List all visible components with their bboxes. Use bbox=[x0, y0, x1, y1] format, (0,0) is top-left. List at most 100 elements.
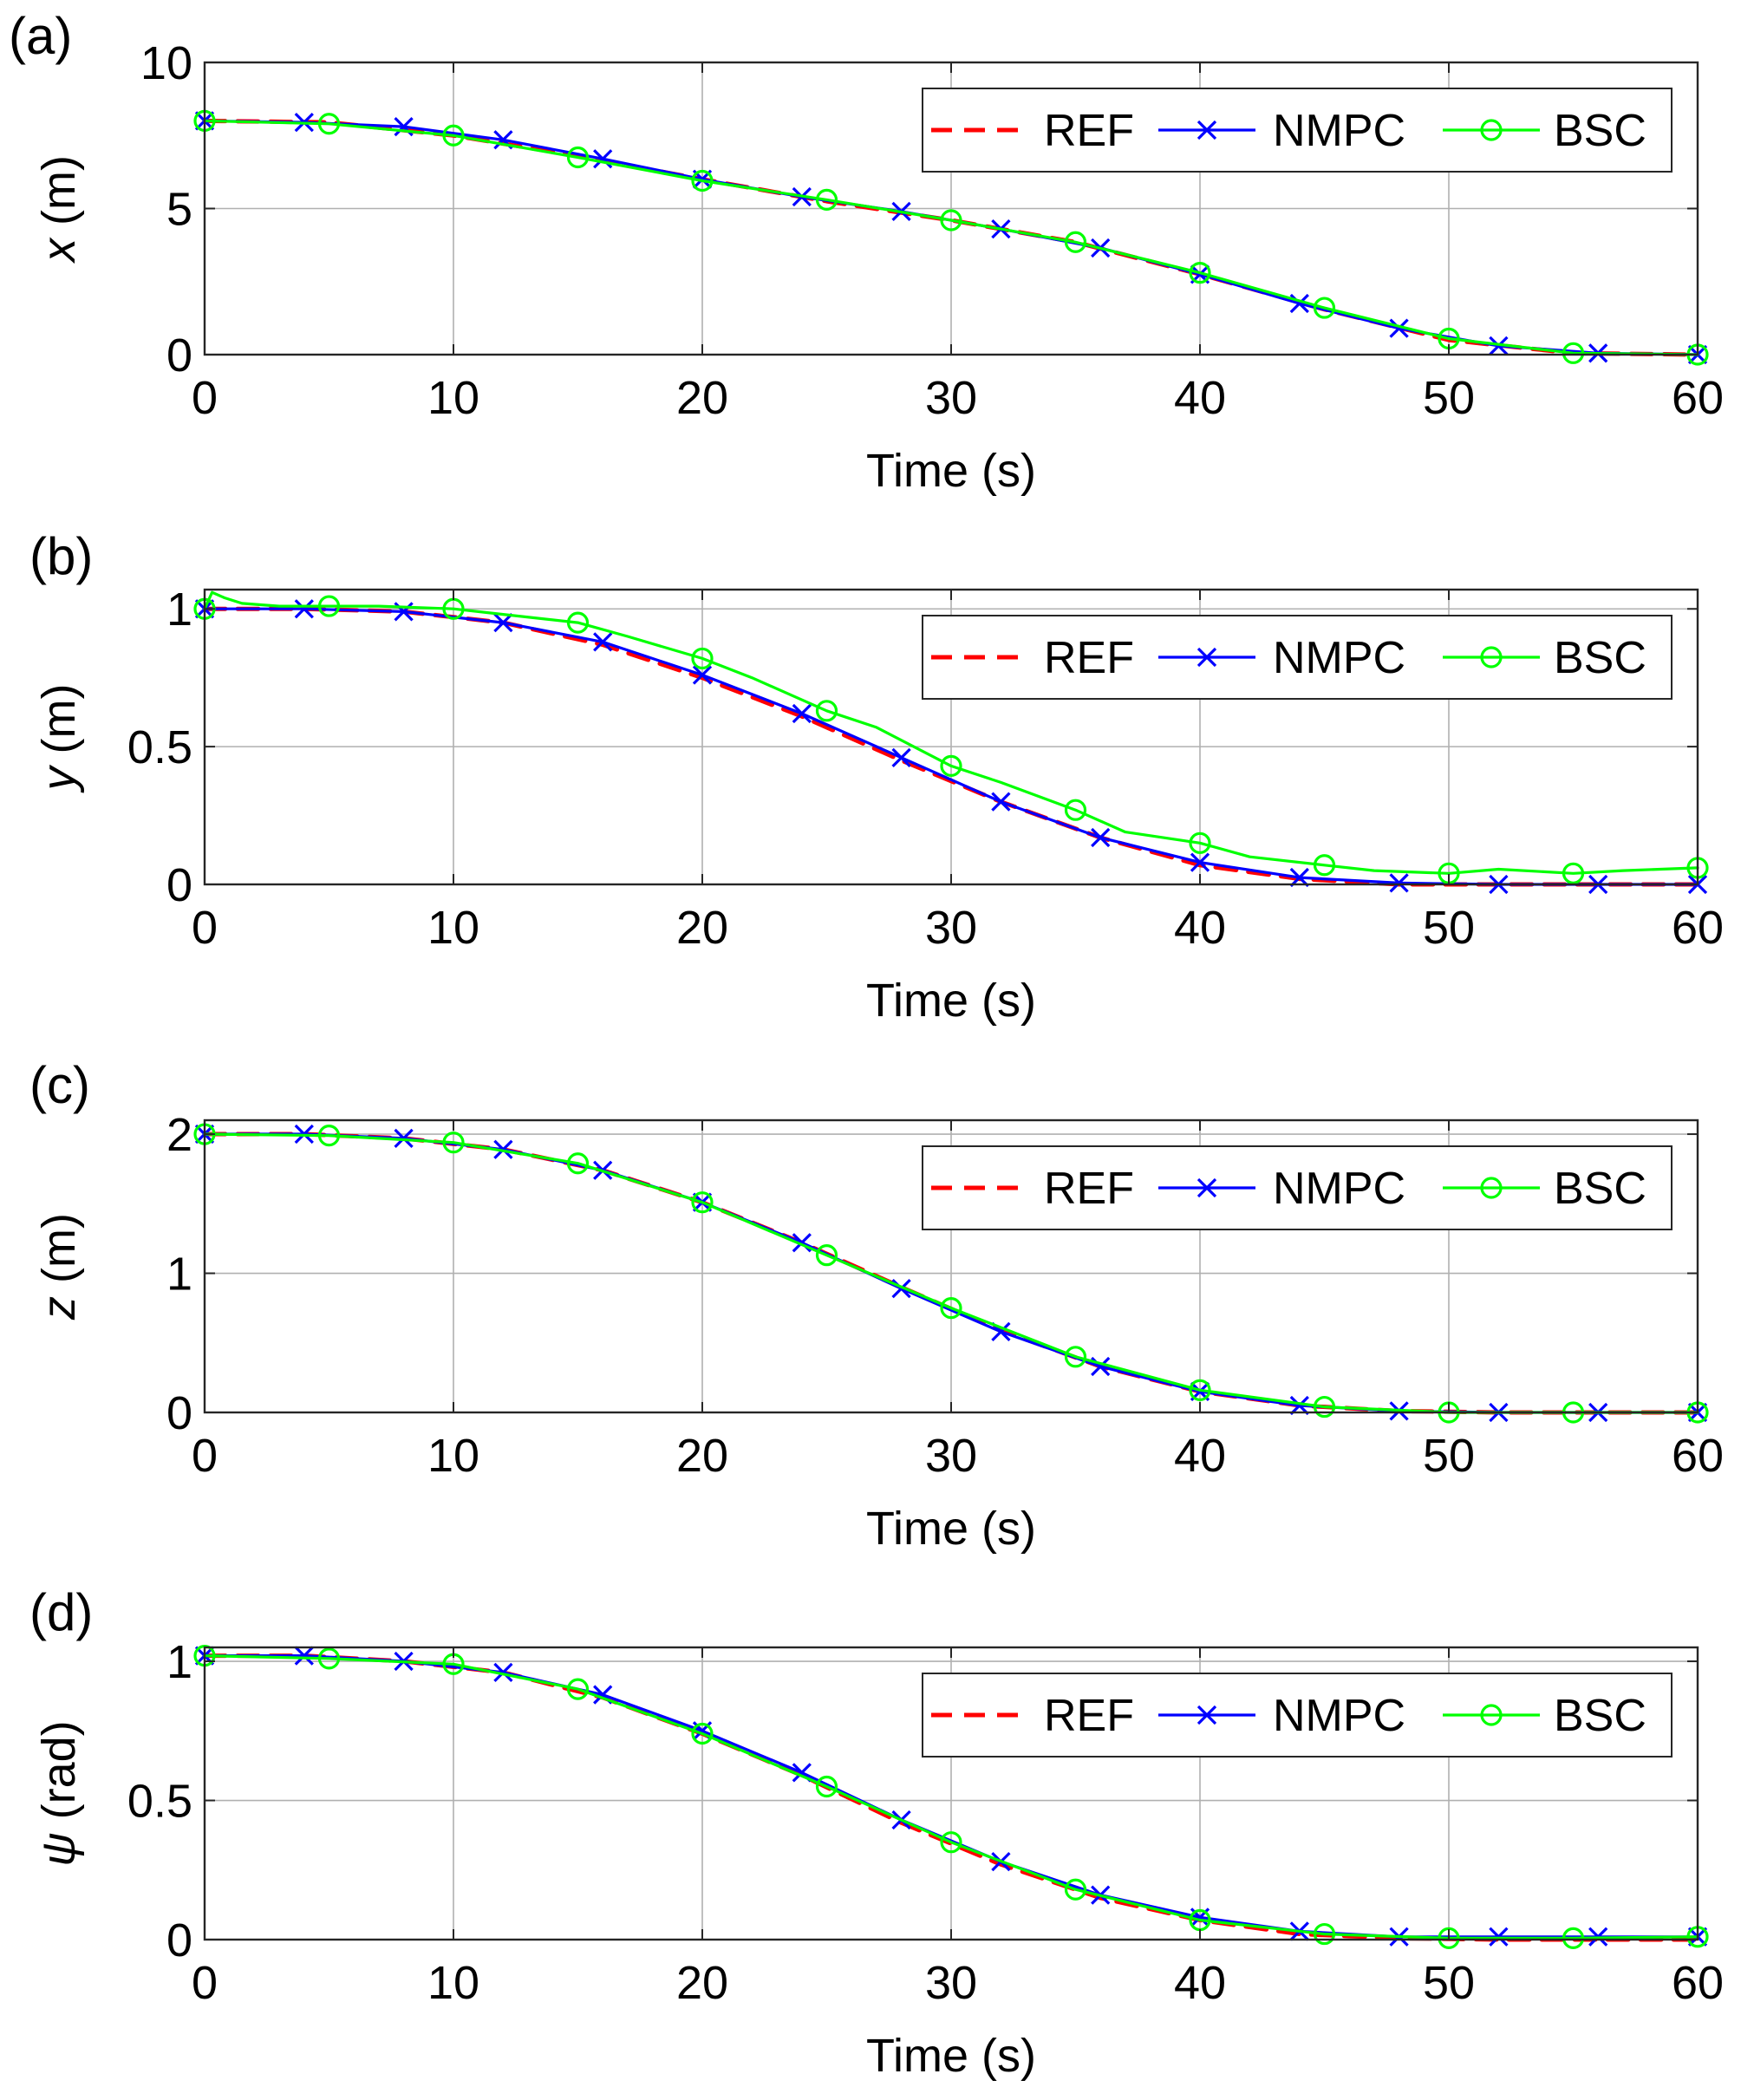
data-point-nmpc bbox=[593, 149, 613, 169]
y-axis-label: ψ (rad) bbox=[33, 1720, 85, 1866]
x-tick-label: 50 bbox=[1423, 1430, 1475, 1482]
data-point-bsc bbox=[1064, 231, 1087, 253]
panel-b: 0 10 20 30 40 50 60 0 0.5 1 (b) y (m) Time (s) RE… bbox=[29, 527, 1724, 1027]
legend-label-ref: REF bbox=[1044, 633, 1134, 683]
y-tick-label: 10 bbox=[140, 37, 192, 89]
data-point-bsc bbox=[815, 1244, 838, 1267]
panel-label: (c) bbox=[29, 1056, 90, 1114]
plot-area: 0 10 20 30 40 50 60 0 0.5 1 bbox=[127, 1636, 1724, 2009]
data-point-bsc bbox=[1562, 862, 1585, 884]
data-point-bsc bbox=[317, 595, 341, 617]
data-point-nmpc bbox=[1389, 318, 1409, 338]
data-point-nmpc bbox=[294, 599, 314, 619]
x-tick-label: 0 bbox=[192, 1957, 218, 2009]
data-point-bsc bbox=[815, 700, 838, 722]
y-tick-label: 1 bbox=[166, 1249, 192, 1301]
legend-marker-nmpc bbox=[1197, 647, 1217, 668]
y-axis-label: x (m) bbox=[33, 155, 85, 264]
data-point-nmpc bbox=[891, 1279, 911, 1299]
y-tick-label: 0.5 bbox=[127, 721, 192, 773]
legend-box bbox=[922, 1145, 1673, 1230]
x-tick-label: 10 bbox=[427, 372, 479, 424]
data-point-bsc bbox=[1313, 297, 1336, 319]
data-point-bsc bbox=[815, 188, 838, 211]
x-tick-label: 20 bbox=[676, 1430, 728, 1482]
data-point-nmpc bbox=[1091, 827, 1111, 848]
data-point-bsc bbox=[1189, 1379, 1211, 1401]
data-point-nmpc bbox=[891, 747, 911, 767]
x-tick-label: 20 bbox=[676, 902, 728, 954]
data-point-bsc bbox=[940, 754, 962, 777]
data-point-bsc bbox=[1064, 1878, 1087, 1901]
legend-label-nmpc: NMPC bbox=[1273, 1164, 1405, 1214]
series-line-bsc bbox=[203, 590, 1699, 875]
data-point-bsc bbox=[566, 611, 590, 634]
data-point-bsc bbox=[1189, 262, 1211, 284]
y-tick-label: 1 bbox=[166, 584, 192, 636]
data-point-bsc bbox=[317, 113, 341, 135]
data-point-bsc bbox=[815, 1775, 838, 1798]
plot-area: 0 10 20 30 40 50 60 0 5 10 bbox=[140, 37, 1724, 424]
x-axis-label: Time (s) bbox=[866, 2030, 1036, 2082]
data-point-nmpc bbox=[991, 792, 1011, 812]
plot-area: 0 10 20 30 40 50 60 0 1 2 bbox=[166, 1109, 1724, 1482]
x-tick-label: 40 bbox=[1174, 902, 1226, 954]
legend-marker-nmpc bbox=[1197, 1177, 1217, 1198]
x-tick-label: 20 bbox=[676, 1957, 728, 2009]
legend-label-bsc: BSC bbox=[1554, 1691, 1646, 1741]
y-tick-label: 0 bbox=[166, 1387, 192, 1439]
legend-box bbox=[922, 615, 1673, 700]
y-tick-label: 1 bbox=[166, 1636, 192, 1688]
legend-label-nmpc: NMPC bbox=[1273, 1691, 1405, 1741]
data-point-nmpc bbox=[1190, 852, 1210, 872]
data-point-nmpc bbox=[1289, 293, 1309, 314]
legend-marker-nmpc bbox=[1197, 1705, 1217, 1725]
legend-marker-bsc bbox=[1480, 1177, 1503, 1199]
legend-label-nmpc: NMPC bbox=[1273, 106, 1405, 156]
x-tick-label: 60 bbox=[1672, 372, 1724, 424]
data-point-bsc bbox=[1064, 1346, 1087, 1368]
y-tick-label: 5 bbox=[166, 184, 192, 236]
legend-marker-bsc bbox=[1480, 1704, 1503, 1726]
y-tick-label: 2 bbox=[166, 1109, 192, 1161]
x-tick-label: 0 bbox=[192, 902, 218, 954]
legend-marker-nmpc bbox=[1197, 120, 1217, 140]
panel-label: (a) bbox=[9, 7, 72, 65]
y-tick-label: 0 bbox=[166, 329, 192, 382]
panel-label: (b) bbox=[29, 527, 93, 585]
y-axis-label: z (m) bbox=[33, 1213, 85, 1321]
legend-label-ref: REF bbox=[1044, 1164, 1134, 1214]
legend-marker-bsc bbox=[1480, 119, 1503, 141]
data-point-bsc bbox=[442, 124, 465, 147]
data-point-bsc bbox=[1313, 854, 1336, 877]
data-point-bsc bbox=[1313, 1395, 1336, 1418]
y-axis-label: y (m) bbox=[33, 684, 85, 794]
x-tick-label: 10 bbox=[427, 902, 479, 954]
x-tick-label: 0 bbox=[192, 372, 218, 424]
x-tick-label: 40 bbox=[1174, 1957, 1226, 2009]
x-tick-label: 10 bbox=[427, 1430, 479, 1482]
data-point-nmpc bbox=[493, 612, 513, 633]
series-group bbox=[193, 109, 1709, 366]
data-point-nmpc bbox=[792, 703, 812, 724]
x-tick-label: 10 bbox=[427, 1957, 479, 2009]
x-tick-label: 60 bbox=[1672, 1430, 1724, 1482]
legend-label-nmpc: NMPC bbox=[1273, 633, 1405, 683]
x-axis-label: Time (s) bbox=[866, 975, 1036, 1027]
data-point-bsc bbox=[1189, 832, 1211, 854]
x-tick-label: 30 bbox=[925, 1430, 977, 1482]
data-point-bsc bbox=[317, 1125, 341, 1147]
legend-marker-bsc bbox=[1480, 646, 1503, 668]
legend-label-bsc: BSC bbox=[1554, 633, 1646, 683]
data-point-bsc bbox=[566, 1678, 590, 1700]
legend-label-ref: REF bbox=[1044, 1691, 1134, 1741]
data-point-nmpc bbox=[493, 1662, 513, 1683]
data-point-bsc bbox=[566, 1152, 590, 1175]
data-point-bsc bbox=[691, 169, 714, 192]
data-point-nmpc bbox=[1289, 867, 1309, 888]
legend-label-bsc: BSC bbox=[1554, 1164, 1646, 1214]
x-tick-label: 60 bbox=[1672, 902, 1724, 954]
y-tick-label: 0 bbox=[166, 859, 192, 911]
data-point-bsc bbox=[691, 1191, 714, 1214]
